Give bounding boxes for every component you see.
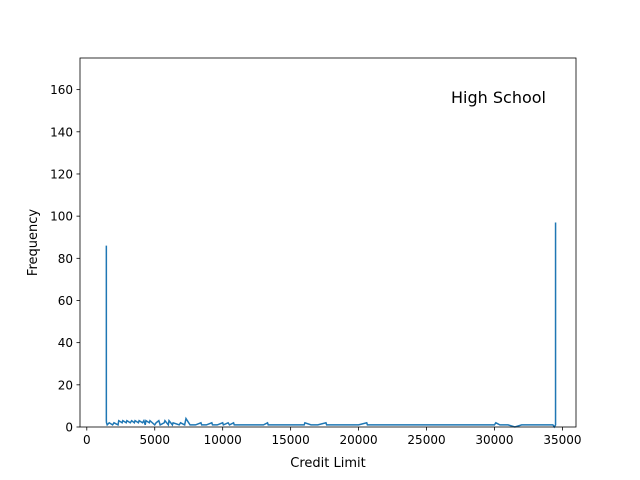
y-tick-label: 60 xyxy=(58,294,73,308)
x-tick-label: 5000 xyxy=(139,433,170,447)
plot-area xyxy=(105,222,557,429)
x-tick-label: 20000 xyxy=(339,433,377,447)
y-tick-label: 0 xyxy=(65,421,73,435)
annotation-label: High School xyxy=(451,88,546,107)
x-tick-label: 25000 xyxy=(407,433,445,447)
x-axis-label: Credit Limit xyxy=(290,456,365,471)
y-tick-label: 120 xyxy=(50,167,73,181)
x-tick-label: 15000 xyxy=(272,433,310,447)
y-tick-label: 40 xyxy=(58,336,73,350)
series-line xyxy=(105,222,557,429)
y-tick-label: 100 xyxy=(50,210,73,224)
y-tick-label: 20 xyxy=(58,378,73,392)
axes-frame xyxy=(79,57,577,428)
x-tick-label: 30000 xyxy=(475,433,513,447)
y-tick-label: 160 xyxy=(50,83,73,97)
x-tick-label: 35000 xyxy=(543,433,581,447)
y-tick-label: 80 xyxy=(58,252,73,266)
x-tick-label: 0 xyxy=(83,433,91,447)
y-axis-label: Frequency xyxy=(26,209,41,276)
y-tick-label: 140 xyxy=(50,125,73,139)
axes: 0 5000 10000 15000 20000 25000 30000 35000 0 20 40… xyxy=(50,57,582,447)
x-tick-label: 10000 xyxy=(204,433,242,447)
